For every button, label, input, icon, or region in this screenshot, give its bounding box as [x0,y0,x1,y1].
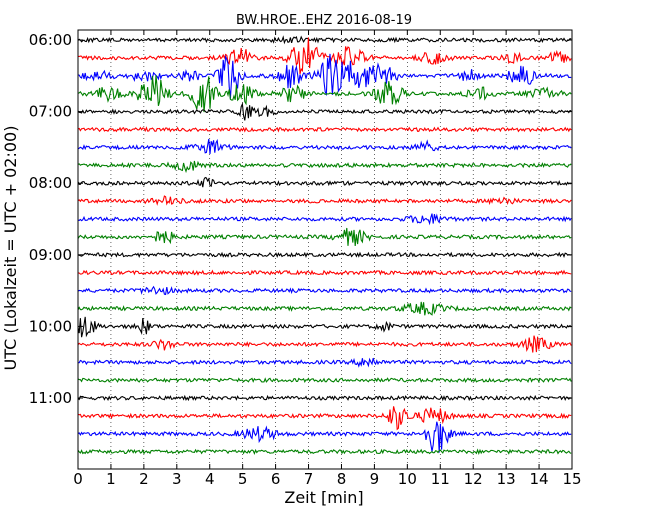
trace-line [77,335,572,353]
y-tick-label: 08:00 [29,174,72,192]
x-tick-label: 13 [497,470,516,488]
plot-area [78,30,572,469]
x-tick-label: 10 [398,470,417,488]
trace-line [77,35,572,45]
x-tick-labels: 0 1 2 3 4 5 6 7 8 9 10 11 12 13 14 15 [73,470,581,488]
trace-line [77,102,572,121]
y-tick-label: 09:00 [29,246,72,264]
trace-line [77,195,572,206]
x-tick-label: 9 [370,470,380,488]
y-tick-label: 11:00 [29,389,72,407]
x-tick-label: 5 [238,470,248,488]
trace-line [77,251,572,259]
trace-line [77,75,572,113]
x-tick-label: 0 [73,470,83,488]
trace-line [77,406,572,431]
trace-line [77,269,572,277]
y-axis-label: UTC (Lokalzeit = UTC + 02:00) [1,126,20,371]
y-tick-label: 07:00 [29,103,72,121]
y-tick-label: 10:00 [29,317,72,335]
x-axis-label: Zeit [min] [284,488,363,507]
x-tick-label: 12 [464,470,483,488]
x-tick-label: 14 [530,470,549,488]
trace-line [77,160,572,174]
trace-line [77,448,572,455]
trace-line [77,285,572,296]
x-tick-label: 11 [431,470,450,488]
plot-border [77,29,573,470]
trace-line [77,316,572,338]
x-tick-label: 1 [106,470,116,488]
trace-lines [77,29,573,470]
x-tick-label: 8 [337,470,347,488]
trace-line [77,394,572,402]
trace-line [77,213,572,226]
trace-line [77,421,572,453]
trace-line [77,138,572,154]
x-tick-label: 2 [139,470,149,488]
axis-ticks [77,30,573,469]
plot-frame [78,30,572,469]
x-tick-label: 3 [172,470,182,488]
trace-line [77,301,572,316]
x-tick-label: 6 [271,470,281,488]
x-tick-label: 15 [562,470,581,488]
trace-line [77,357,572,368]
trace-line [77,53,572,99]
trace-line [77,126,572,133]
y-tick-labels: 06:00 07:00 08:00 09:00 10:00 11:00 [29,31,72,407]
trace-line [77,37,572,75]
chart-title: BW.HROE..EHZ 2016-08-19 [236,13,412,28]
trace-line [77,227,572,246]
trace-line [77,176,572,188]
trace-line [77,377,572,384]
x-tick-label: 4 [205,470,215,488]
y-tick-label: 06:00 [29,31,72,49]
x-tick-label: 7 [304,470,314,488]
